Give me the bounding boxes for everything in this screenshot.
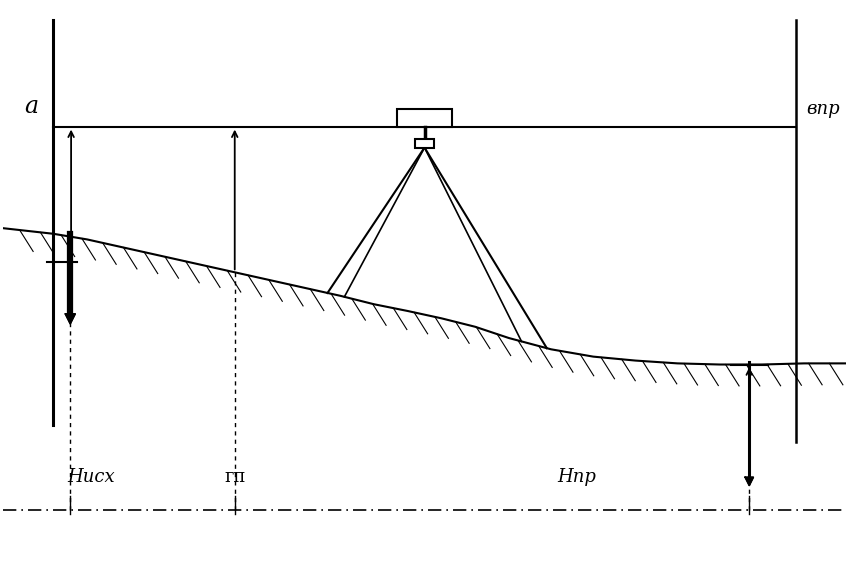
Polygon shape	[66, 314, 76, 324]
Bar	[415, 139, 434, 147]
Text: Hисх: Hисх	[67, 468, 115, 485]
Bar	[397, 109, 452, 127]
Text: впр: впр	[806, 100, 839, 118]
Text: Hпр: Hпр	[557, 468, 596, 485]
Polygon shape	[745, 477, 753, 486]
Text: a: a	[24, 95, 38, 118]
Text: гп: гп	[224, 468, 245, 485]
